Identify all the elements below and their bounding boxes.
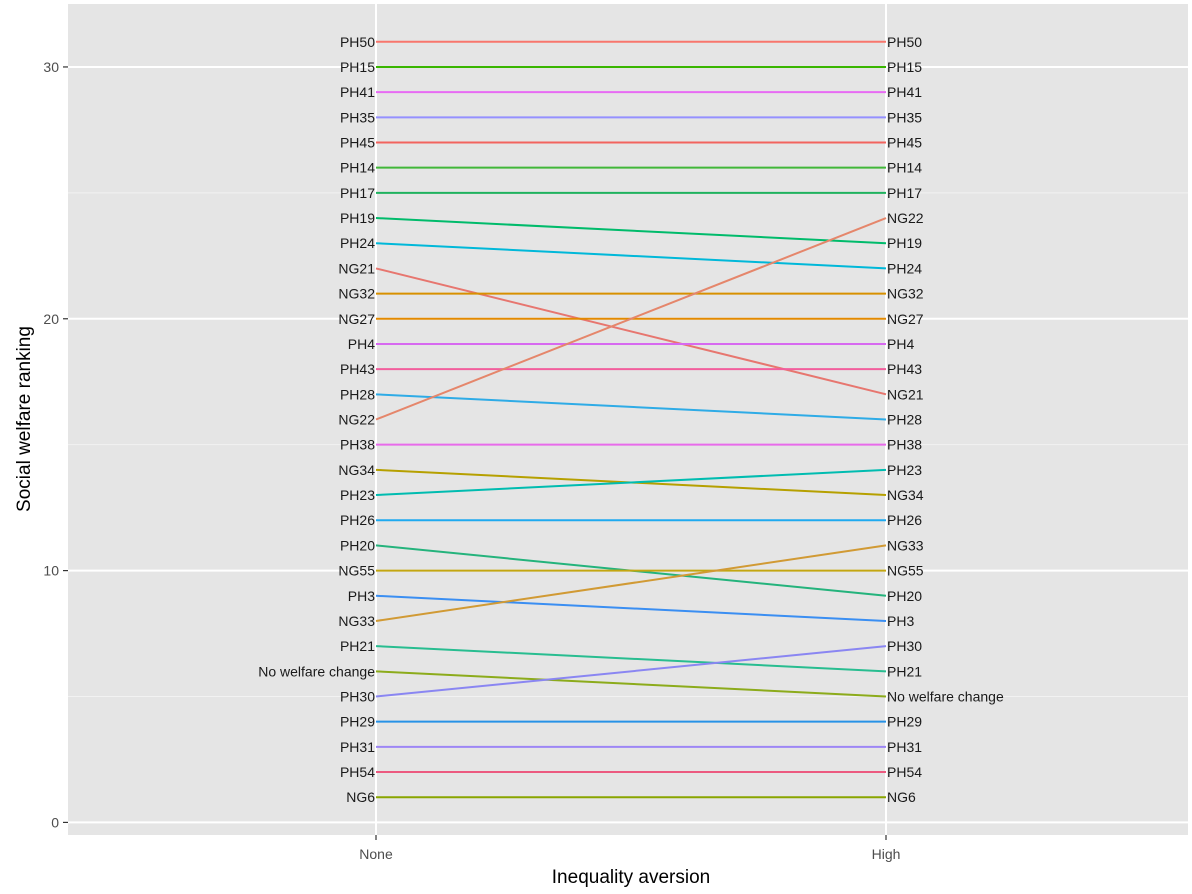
series-label-end: NG32 [887, 286, 924, 302]
series-line [375, 544, 887, 622]
series-line [375, 670, 887, 698]
series-label-end: PH15 [887, 59, 922, 75]
series-label-start: PH19 [340, 210, 375, 226]
series-label-end: PH30 [887, 638, 922, 654]
series-lines [375, 40, 887, 799]
y-tick-label: 10 [43, 563, 59, 579]
series-label-end: PH35 [887, 109, 922, 125]
x-axis: None High [359, 835, 900, 862]
series-label-end: PH54 [887, 764, 922, 780]
x-tick-label: High [872, 846, 901, 862]
series-label-start: PH30 [340, 689, 375, 705]
x-tick-label: None [359, 846, 393, 862]
series-label-end: PH29 [887, 714, 922, 730]
series-label-start: NG55 [338, 563, 375, 579]
series-label-end: No welfare change [887, 689, 1004, 705]
series-label-end: PH21 [887, 663, 922, 679]
series-label-end: NG27 [887, 311, 924, 327]
series-label-end: PH19 [887, 235, 922, 251]
series-label-start: NG22 [338, 412, 375, 428]
series-label-start: PH41 [340, 84, 375, 100]
y-tick-label: 0 [51, 814, 59, 830]
y-axis: 0 10 20 30 [43, 59, 68, 830]
series-label-end: NG33 [887, 537, 924, 553]
series-label-end: PH41 [887, 84, 922, 100]
series-line [375, 217, 887, 421]
series-label-start: PH54 [340, 764, 375, 780]
series-label-end: PH24 [887, 260, 922, 276]
series-label-start: PH3 [348, 588, 375, 604]
series-line [375, 645, 887, 698]
series-label-start: PH4 [348, 336, 375, 352]
series-label-end: PH3 [887, 613, 914, 629]
series-label-end: PH38 [887, 437, 922, 453]
series-label-end: PH43 [887, 361, 922, 377]
y-tick-label: 20 [43, 311, 59, 327]
series-label-end: PH31 [887, 739, 922, 755]
series-labels: PH50 PH50 PH15 PH15 PH41 PH41 PH35 PH35 PH45 PH45… [258, 34, 1004, 805]
series-line [375, 594, 887, 622]
series-label-start: PH35 [340, 109, 375, 125]
series-label-start: PH17 [340, 185, 375, 201]
series-label-start: PH26 [340, 512, 375, 528]
series-label-end: NG55 [887, 563, 924, 579]
series-label-end: NG22 [887, 210, 924, 226]
series-label-start: NG6 [346, 789, 375, 805]
series-label-start: PH45 [340, 135, 375, 151]
series-label-start: NG27 [338, 311, 375, 327]
series-label-start: NG34 [338, 462, 375, 478]
series-label-start: PH15 [340, 59, 375, 75]
series-label-end: PH4 [887, 336, 914, 352]
series-label-start: PH28 [340, 386, 375, 402]
series-label-end: PH45 [887, 135, 922, 151]
series-label-start: PH50 [340, 34, 375, 50]
series-label-start: PH24 [340, 235, 375, 251]
series-label-end: NG34 [887, 487, 924, 503]
series-label-start: No welfare change [258, 663, 375, 679]
series-line [375, 217, 887, 245]
series-line [375, 645, 887, 673]
series-line [375, 267, 887, 396]
y-axis-title: Social welfare ranking [14, 326, 35, 512]
panel-background [68, 4, 1188, 835]
series-line [375, 393, 887, 421]
series-label-end: PH17 [887, 185, 922, 201]
series-label-start: PH29 [340, 714, 375, 730]
series-label-end: PH14 [887, 160, 922, 176]
series-label-start: NG32 [338, 286, 375, 302]
series-label-start: PH38 [340, 437, 375, 453]
series-line [375, 242, 887, 270]
series-label-end: PH20 [887, 588, 922, 604]
series-label-start: PH43 [340, 361, 375, 377]
series-label-start: NG21 [338, 260, 375, 276]
series-label-end: PH28 [887, 412, 922, 428]
series-label-end: PH23 [887, 462, 922, 478]
series-label-end: NG21 [887, 386, 924, 402]
series-label-start: PH31 [340, 739, 375, 755]
series-line [375, 468, 887, 497]
series-label-start: PH14 [340, 160, 375, 176]
series-label-start: NG33 [338, 613, 375, 629]
y-tick-label: 30 [43, 59, 59, 75]
series-label-start: PH23 [340, 487, 375, 503]
series-label-end: PH50 [887, 34, 922, 50]
series-label-start: PH21 [340, 638, 375, 654]
series-label-end: NG6 [887, 789, 916, 805]
series-label-end: PH26 [887, 512, 922, 528]
x-axis-title: Inequality aversion [552, 867, 710, 888]
series-label-start: PH20 [340, 537, 375, 553]
